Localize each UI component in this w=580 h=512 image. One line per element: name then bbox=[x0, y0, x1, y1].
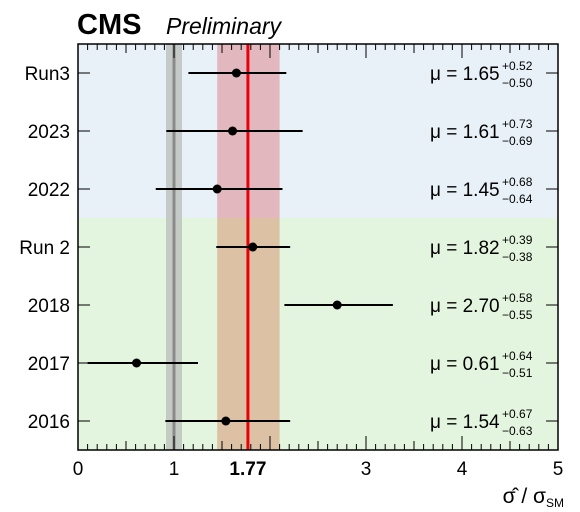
x-tick-label-4: 4 bbox=[457, 459, 468, 480]
data-point-1 bbox=[228, 126, 238, 136]
x-tick-label-2: 1.77 bbox=[229, 459, 266, 480]
category-labels: Run3 2023 2022 Run 2 2018 2017 2016 bbox=[19, 64, 70, 433]
data-point-5 bbox=[132, 358, 142, 368]
data-point-0 bbox=[231, 68, 241, 78]
mu-value-2: μ = 1.45 bbox=[430, 180, 500, 201]
mu-annotations: μ = 1.65 +0.52 −0.50 μ = 1.61 +0.73 −0.69 μ = … bbox=[430, 59, 533, 438]
category-label-3: Run 2 bbox=[19, 238, 70, 259]
x-axis-title: σ̂ / σSM bbox=[503, 485, 564, 510]
x-tick-label-0: 0 bbox=[73, 459, 84, 480]
mu-down-6: −0.63 bbox=[502, 424, 533, 438]
mu-down-2: −0.64 bbox=[502, 192, 533, 206]
status-label: Preliminary bbox=[166, 13, 283, 39]
mu-down-0: −0.50 bbox=[502, 76, 533, 90]
category-label-5: 2017 bbox=[28, 354, 70, 375]
data-point-2 bbox=[212, 184, 222, 194]
mu-up-5: +0.64 bbox=[502, 349, 533, 363]
run2-background bbox=[78, 218, 558, 450]
mu-up-1: +0.73 bbox=[502, 117, 533, 131]
mu-down-4: −0.55 bbox=[502, 308, 533, 322]
mu-value-0: μ = 1.65 bbox=[430, 64, 500, 85]
mu-value-6: μ = 1.54 bbox=[430, 412, 500, 433]
category-label-4: 2018 bbox=[28, 296, 70, 317]
mu-value-5: μ = 0.61 bbox=[430, 354, 500, 375]
mu-value-3: μ = 1.82 bbox=[430, 238, 500, 259]
category-label-6: 2016 bbox=[28, 412, 70, 433]
mu-up-0: +0.52 bbox=[502, 59, 533, 73]
axes: 0 1 1.77 3 4 5 bbox=[73, 43, 564, 480]
data-points bbox=[87, 68, 393, 426]
mu-up-3: +0.39 bbox=[502, 233, 533, 247]
data-point-4 bbox=[332, 300, 342, 310]
mu-value-4: μ = 2.70 bbox=[430, 296, 500, 317]
x-axis-title-text: σ̂ / σ bbox=[503, 485, 546, 508]
mu-down-1: −0.69 bbox=[502, 134, 533, 148]
mu-down-5: −0.51 bbox=[502, 366, 533, 380]
mu-up-6: +0.67 bbox=[502, 407, 533, 421]
experiment-label: CMS bbox=[77, 9, 141, 41]
x-tick-label-1: 1 bbox=[169, 459, 180, 480]
data-point-3 bbox=[248, 242, 258, 252]
mu-value-1: μ = 1.61 bbox=[430, 122, 500, 143]
category-label-2: 2022 bbox=[28, 180, 70, 201]
category-label-0: Run3 bbox=[25, 64, 70, 85]
data-point-6 bbox=[221, 416, 231, 426]
mu-up-2: +0.68 bbox=[502, 175, 533, 189]
mu-down-3: −0.38 bbox=[502, 250, 533, 264]
mu-up-4: +0.58 bbox=[502, 291, 533, 305]
category-label-1: 2023 bbox=[28, 122, 70, 143]
x-tick-label-5: 5 bbox=[553, 459, 564, 480]
x-tick-label-3: 3 bbox=[361, 459, 372, 480]
region-backgrounds bbox=[78, 44, 558, 450]
